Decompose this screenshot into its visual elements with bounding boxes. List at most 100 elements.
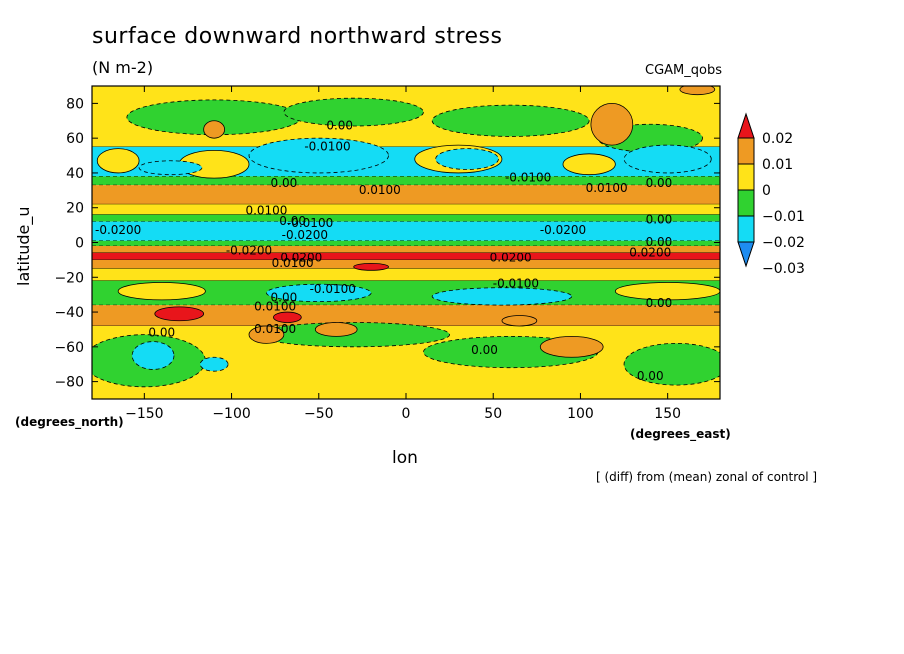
diff-note: [ (diff) from (mean) zonal of control ] <box>596 470 818 484</box>
zonal-band <box>92 305 720 326</box>
contour-label: 0.00 <box>637 369 664 383</box>
contour-region <box>131 341 175 370</box>
y-tick-label: −40 <box>54 305 84 321</box>
zonal-band <box>92 86 720 147</box>
contour-region <box>154 306 205 322</box>
contour-region <box>590 102 634 146</box>
zonal-band <box>92 185 720 205</box>
contour-label: -0.0100 <box>287 216 333 230</box>
colorbar-box <box>737 137 755 165</box>
zonal-band <box>92 245 720 253</box>
contour-label: -0.0200 <box>95 223 141 237</box>
zonal-band <box>92 280 720 306</box>
contour-label: -0.0100 <box>505 171 551 185</box>
colorbar-label: −0.03 <box>762 261 805 277</box>
contour-label: 0.00 <box>646 212 673 226</box>
contour-label: 0.0100 <box>254 322 296 336</box>
zonal-band <box>92 176 720 186</box>
contour-label: 0.0100 <box>245 204 287 218</box>
x-axis-label: lon <box>392 448 418 468</box>
contour-label: 0.00 <box>148 325 175 339</box>
x-tick-label: 0 <box>402 406 411 422</box>
contour-label: 0.0100 <box>272 256 314 270</box>
x-tick-label: 100 <box>567 406 594 422</box>
colorbar-label: −0.01 <box>762 209 805 225</box>
x-tick-label: −50 <box>304 406 334 422</box>
contour-region <box>679 86 716 96</box>
colorbar-box <box>737 215 755 243</box>
colorbar-label: 0.01 <box>762 157 793 173</box>
zonal-band <box>92 325 720 399</box>
contour-label: -0.0200 <box>226 244 272 258</box>
y-tick-label: −60 <box>54 340 84 356</box>
contour-region <box>266 283 372 303</box>
contour-label: 0.00 <box>646 176 673 190</box>
contour-region <box>431 104 590 137</box>
contour-region <box>248 137 389 174</box>
contour-label: -0.0200 <box>282 228 328 242</box>
contour-region <box>353 262 389 271</box>
contour-label: 0.0100 <box>586 181 628 195</box>
colorbar-box <box>737 189 755 217</box>
contour-region <box>414 144 503 174</box>
contour-region <box>126 99 302 136</box>
contour-label: 0.00 <box>271 176 298 190</box>
zonal-band <box>92 268 720 281</box>
chart-title: surface downward northward stress <box>92 24 503 49</box>
contour-region <box>431 287 573 306</box>
contour-label: -0.0100 <box>493 277 539 291</box>
contour-region <box>539 336 604 358</box>
x-tick-label: 150 <box>654 406 681 422</box>
x-tick-label: −150 <box>125 406 163 422</box>
contour-label: 0.00 <box>471 343 498 357</box>
x-units-label: (degrees_east) <box>630 427 731 441</box>
contour-label: 0.0100 <box>254 299 296 313</box>
contour-region <box>199 356 229 372</box>
y-tick-label: 80 <box>66 96 84 112</box>
contour-region <box>314 322 358 337</box>
contour-region <box>257 322 451 348</box>
contour-region <box>273 311 302 323</box>
contour-label: 0.00 <box>646 296 673 310</box>
y-tick-label: 40 <box>66 166 84 182</box>
contour-region <box>92 334 206 388</box>
y-tick-label: 20 <box>66 201 84 217</box>
contour-region <box>138 160 203 176</box>
contour-label: 0.00 <box>271 291 298 305</box>
contour-region <box>96 148 140 174</box>
zonal-band <box>92 252 720 260</box>
contour-label: 0.00 <box>326 118 353 132</box>
y-tick-label: 0 <box>75 236 84 252</box>
contour-region <box>248 325 285 344</box>
colorbar-box <box>737 163 755 191</box>
x-tick-label: 50 <box>484 406 502 422</box>
model-label: CGAM_qobs <box>645 63 722 78</box>
contour-label: 0.00 <box>279 214 306 228</box>
contour-region <box>423 335 599 369</box>
contour-region <box>435 148 499 170</box>
contour-label: 0.0100 <box>359 183 401 197</box>
zonal-band <box>92 259 720 269</box>
chart-units: (N m-2) <box>92 58 154 77</box>
contour-label: -0.0100 <box>304 139 350 153</box>
y-units-label: (degrees_north) <box>15 415 124 429</box>
colorbar-label: −0.02 <box>762 235 805 251</box>
colorbar-label: 0 <box>762 183 771 199</box>
contour-region <box>623 342 720 386</box>
contour-label: 0.00 <box>646 235 673 249</box>
plot-frame <box>91 85 721 400</box>
colorbar-cap-bottom <box>737 241 755 268</box>
y-tick-label: 60 <box>66 131 84 147</box>
colorbar-label: 0.02 <box>762 131 793 147</box>
contour-label: 0.0200 <box>629 245 671 259</box>
contour-region <box>283 97 424 127</box>
contour-region <box>614 282 720 301</box>
contour-region <box>203 120 225 139</box>
y-axis-label: latitude_u <box>14 206 33 286</box>
contour-label: 0.0200 <box>280 251 322 265</box>
contour-region <box>562 153 616 176</box>
zonal-band <box>92 146 720 177</box>
contour-region <box>623 144 712 174</box>
zonal-band <box>92 204 720 215</box>
